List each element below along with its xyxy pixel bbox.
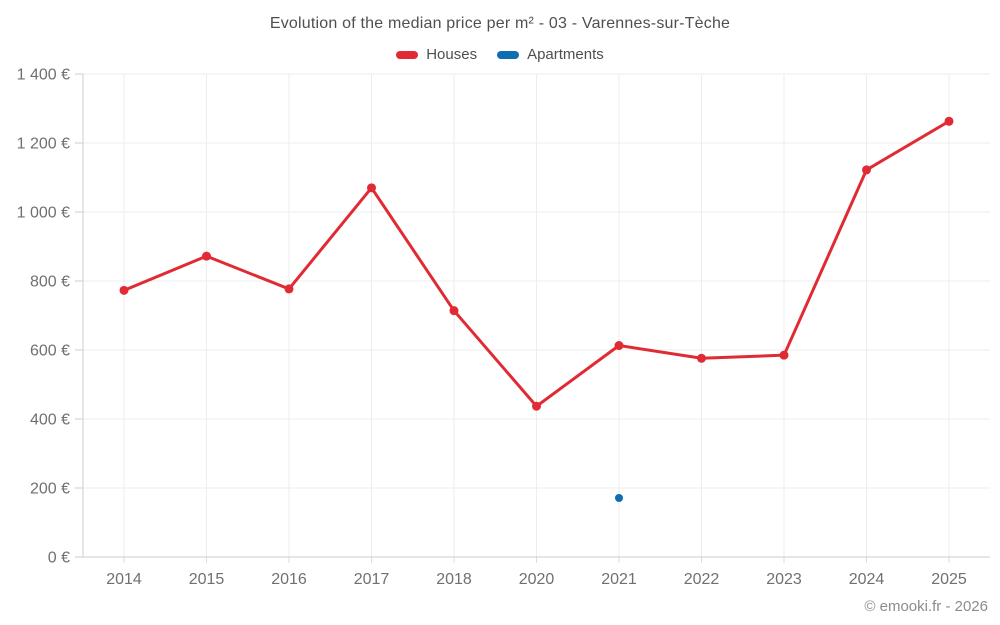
y-tick-label: 1 000 € bbox=[17, 205, 70, 222]
legend-item-houses[interactable]: Houses bbox=[396, 46, 477, 63]
x-tick-label: 2015 bbox=[189, 571, 225, 588]
data-point-houses[interactable] bbox=[697, 353, 706, 363]
data-point-houses[interactable] bbox=[532, 401, 541, 411]
y-tick-label: 1 400 € bbox=[17, 67, 70, 84]
y-tick-label: 400 € bbox=[30, 412, 70, 429]
data-point-houses[interactable] bbox=[284, 284, 294, 294]
x-axis-labels: 2014 2015 2016 2017 2018 2020 2021 2022 2023 2024… bbox=[106, 571, 967, 588]
y-tick-label: 200 € bbox=[30, 481, 70, 498]
x-tick-label: 2021 bbox=[601, 571, 637, 588]
data-point-houses[interactable] bbox=[449, 306, 459, 316]
data-point-apartments[interactable] bbox=[615, 494, 623, 503]
data-point-houses[interactable] bbox=[202, 251, 211, 261]
y-tick-label: 600 € bbox=[30, 343, 70, 360]
vertical-gridlines bbox=[123, 74, 950, 563]
legend-label-houses: Houses bbox=[426, 46, 478, 63]
x-tick-label: 2020 bbox=[519, 571, 555, 588]
x-tick-label: 2018 bbox=[436, 571, 472, 588]
y-tick-label: 1 200 € bbox=[17, 136, 70, 153]
data-point-houses[interactable] bbox=[862, 165, 871, 175]
x-tick-label: 2017 bbox=[354, 571, 390, 588]
data-point-houses[interactable] bbox=[614, 341, 624, 351]
y-axis-labels: 0 € 200 € 400 € 600 € 800 € 1 000 € 1 200 € 1 4… bbox=[17, 67, 70, 567]
data-point-houses[interactable] bbox=[367, 183, 376, 193]
houses-swatch-icon bbox=[396, 50, 419, 59]
data-point-houses[interactable] bbox=[944, 116, 954, 126]
x-tick-label: 2023 bbox=[766, 571, 802, 588]
x-tick-label: 2014 bbox=[106, 571, 142, 588]
series-houses bbox=[119, 116, 954, 411]
x-tick-label: 2025 bbox=[931, 571, 967, 588]
apartments-swatch-icon bbox=[497, 50, 520, 59]
data-point-houses[interactable] bbox=[779, 350, 789, 360]
legend-label-apartments: Apartments bbox=[527, 46, 604, 63]
series-apartments bbox=[615, 494, 623, 503]
y-tick-label: 800 € bbox=[30, 274, 70, 291]
x-tick-label: 2016 bbox=[271, 571, 307, 588]
legend: Houses Apartments bbox=[0, 46, 1000, 63]
x-tick-label: 2022 bbox=[684, 571, 720, 588]
legend-item-apartments[interactable]: Apartments bbox=[497, 46, 604, 63]
y-tick-label: 0 € bbox=[48, 550, 70, 567]
attribution: © emooki.fr - 2026 bbox=[864, 598, 988, 615]
data-point-houses[interactable] bbox=[119, 285, 129, 295]
horizontal-gridlines bbox=[75, 73, 990, 558]
chart-title: Evolution of the median price per m² - 0… bbox=[269, 15, 731, 32]
x-tick-label: 2024 bbox=[849, 571, 885, 588]
